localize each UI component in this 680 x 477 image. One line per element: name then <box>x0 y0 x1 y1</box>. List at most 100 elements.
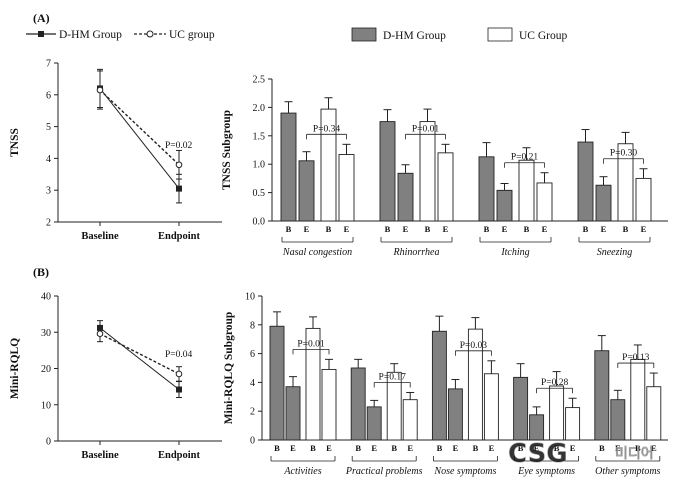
p-value-label: P=0.34 <box>313 124 341 134</box>
p-value-annotation: P=0.04 <box>165 350 193 360</box>
bar-dhm-endpoint <box>285 386 301 441</box>
bar-legend: D-HM Group UC Group <box>351 27 567 42</box>
group-label: Itching <box>500 247 529 258</box>
y-tick-label: 0.0 <box>253 217 266 228</box>
p-value-label: P=0.03 <box>460 341 488 351</box>
watermark-logo: CSG 미디어 <box>508 439 654 470</box>
group-label: Practical problems <box>345 466 423 477</box>
p-value-label: P=0.13 <box>622 353 650 363</box>
legend-label-dhm: D-HM Group <box>59 29 122 41</box>
bar-uc-endpoint <box>321 368 337 441</box>
y-axis-label: TNSS <box>9 128 21 157</box>
bar-dhm-baseline <box>594 350 610 441</box>
y-tick-label: 6 <box>250 349 255 360</box>
bar-uc-endpoint <box>646 386 662 441</box>
data-point-uc <box>96 86 104 94</box>
bar-dhm-endpoint <box>366 406 382 441</box>
bar-dhm-baseline <box>280 112 297 222</box>
bar-sublabel: E <box>542 224 548 234</box>
legend-marker-uc <box>146 30 154 38</box>
bar-sublabel: B <box>518 443 524 453</box>
bar-sublabel: E <box>290 443 296 453</box>
panel-label-b: (B) <box>33 265 49 279</box>
panel-label-a: (A) <box>33 11 50 25</box>
x-tick-label: Endpoint <box>158 450 201 461</box>
y-tick-label: 6 <box>46 90 51 101</box>
bar-sublabel: B <box>473 443 479 453</box>
bar-uc-baseline <box>630 358 646 441</box>
bar-uc-endpoint <box>536 182 553 222</box>
y-tick-label: 3 <box>46 186 51 197</box>
bar-sublabel: E <box>615 443 621 453</box>
bar-uc-baseline <box>419 121 436 222</box>
p-value-annotation: P=0.02 <box>165 141 193 151</box>
bar-sublabel: B <box>274 443 280 453</box>
p-value-label: P=0.17 <box>379 372 407 382</box>
bar-uc-endpoint <box>565 407 581 441</box>
bar-sublabel: E <box>443 224 449 234</box>
bar-dhm-baseline <box>478 156 495 222</box>
bar-sublabel: B <box>554 443 560 453</box>
y-tick-label: 1.5 <box>253 131 266 142</box>
data-point-dhm <box>176 185 182 192</box>
p-value-label: P=0.21 <box>511 153 539 163</box>
bar-dhm-baseline <box>513 376 529 441</box>
bar-dhm-endpoint <box>496 189 513 222</box>
y-tick-label: 4 <box>46 154 51 165</box>
p-value-label: P=0.01 <box>412 124 440 134</box>
data-point-dhm <box>176 386 182 393</box>
bar-dhm-endpoint <box>397 172 414 222</box>
bar-sublabel: B <box>425 224 431 234</box>
x-tick-label: Baseline <box>81 450 119 461</box>
x-tick-label: Endpoint <box>158 231 201 242</box>
y-tick-label: 1.0 <box>253 160 266 171</box>
y-tick-label: 7 <box>46 59 51 70</box>
p-value-label: P=0.28 <box>541 378 569 388</box>
y-tick-label: 5 <box>46 122 51 133</box>
y-tick-label: 0.5 <box>253 188 266 199</box>
bar-sublabel: B <box>623 224 629 234</box>
bar-sublabel: E <box>502 224 508 234</box>
y-tick-label: 0 <box>46 437 51 448</box>
legend-swatch-uc <box>487 27 513 42</box>
chart-tnss: 2 3 4 5 6 7 Baseline Endpoint TNSS P=0.02 <box>9 59 222 242</box>
series-line-dhm <box>99 327 180 390</box>
group-label: Rhinorrhea <box>393 247 440 258</box>
bar-sublabel: E <box>344 224 350 234</box>
series-line-uc <box>99 89 180 166</box>
group-label: Other symptoms <box>595 466 660 477</box>
legend-marker-dhm <box>38 31 44 37</box>
bar-sublabel: B <box>326 224 332 234</box>
y-axis-label: Mini-RQLQ <box>9 338 21 399</box>
data-point-uc <box>175 370 183 378</box>
watermark-text: CSG <box>508 439 568 469</box>
bar-uc-baseline <box>518 159 535 222</box>
y-tick-label: 40 <box>41 292 51 303</box>
p-value-label: P=0.01 <box>297 339 325 349</box>
bar-uc-endpoint <box>402 399 418 441</box>
bar-sublabel: E <box>453 443 459 453</box>
legend-bar-label-uc: UC Group <box>519 30 567 42</box>
y-tick-label: 2.5 <box>253 75 266 86</box>
y-tick-label: 10 <box>245 292 255 303</box>
data-point-uc <box>96 330 104 338</box>
group-label: Sneezing <box>597 247 633 258</box>
line-legend: D-HM Group UC group <box>26 29 215 41</box>
bar-sublabel: B <box>484 224 490 234</box>
group-label: Nose symptoms <box>433 466 496 477</box>
p-value-label: P=0.30 <box>610 149 638 159</box>
y-tick-label: 2.0 <box>253 103 266 114</box>
x-tick-label: Baseline <box>81 231 119 242</box>
bar-sublabel: B <box>583 224 589 234</box>
bar-dhm-endpoint <box>610 399 626 441</box>
y-axis-label: TNSS Subgroup <box>221 110 233 190</box>
bar-sublabel: B <box>310 443 316 453</box>
watermark-sub: 미디어 <box>615 445 654 462</box>
group-label: Eye symptoms <box>517 466 575 477</box>
y-axis-label: Mini-RQLQ Subgroup <box>223 312 235 425</box>
bar-dhm-endpoint <box>298 160 315 222</box>
bar-dhm-baseline <box>350 367 366 441</box>
bar-sublabel: B <box>599 443 605 453</box>
bar-sublabel: E <box>601 224 607 234</box>
